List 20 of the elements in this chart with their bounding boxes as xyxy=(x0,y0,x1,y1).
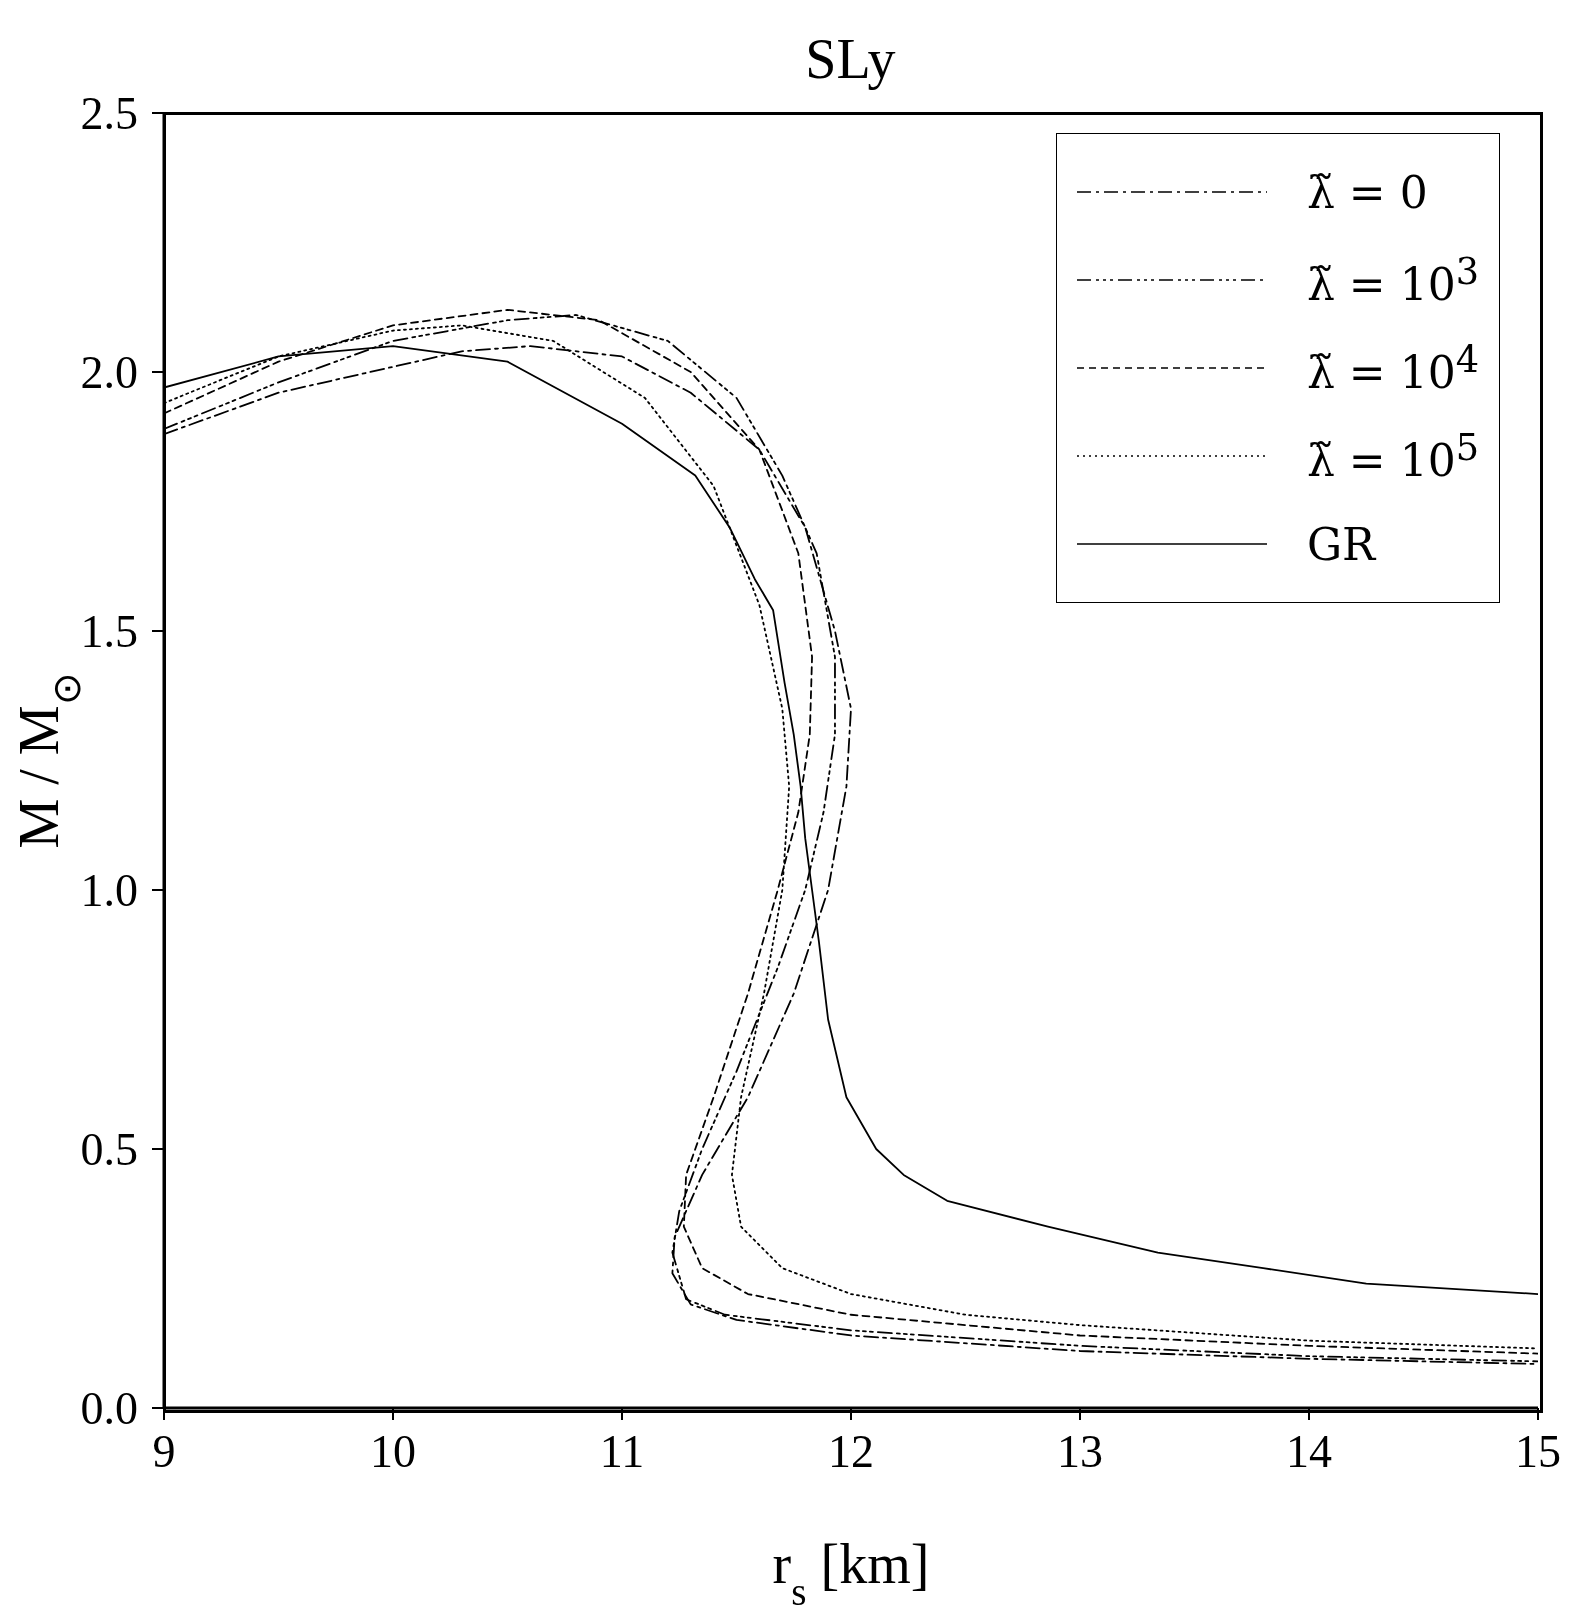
legend-label: λ̃ = 10$^{3}$ xyxy=(1306,250,1479,310)
y-tick-label: 1.0 xyxy=(80,865,138,917)
x-tick-label: 14 xyxy=(1286,1425,1332,1477)
legend-label: GR xyxy=(1306,518,1376,570)
y-tick-label: 0.5 xyxy=(80,1124,138,1176)
x-tick-label: 15 xyxy=(1515,1425,1561,1477)
x-tick-label: 11 xyxy=(599,1425,645,1477)
y-tick-label: 0.0 xyxy=(80,1383,138,1435)
x-tick-label: 9 xyxy=(152,1425,176,1477)
y-tick-label: 2.0 xyxy=(80,347,138,399)
x-tick-label: 12 xyxy=(828,1425,874,1477)
y-tick-label: 2.5 xyxy=(80,88,138,140)
chart-title: SLy xyxy=(805,28,896,90)
x-axis-title: r$_{s}$ [km] xyxy=(772,1533,930,1613)
legend-label: λ̃ = 10$^{4}$ xyxy=(1306,338,1479,398)
legend-label: λ̃ = 0 xyxy=(1306,166,1428,218)
legend-label: λ̃ = 10$^{5}$ xyxy=(1306,426,1479,486)
x-tick-label: 10 xyxy=(370,1425,416,1477)
x-tick-label: 13 xyxy=(1057,1425,1103,1477)
y-tick-label: 1.5 xyxy=(80,606,138,658)
